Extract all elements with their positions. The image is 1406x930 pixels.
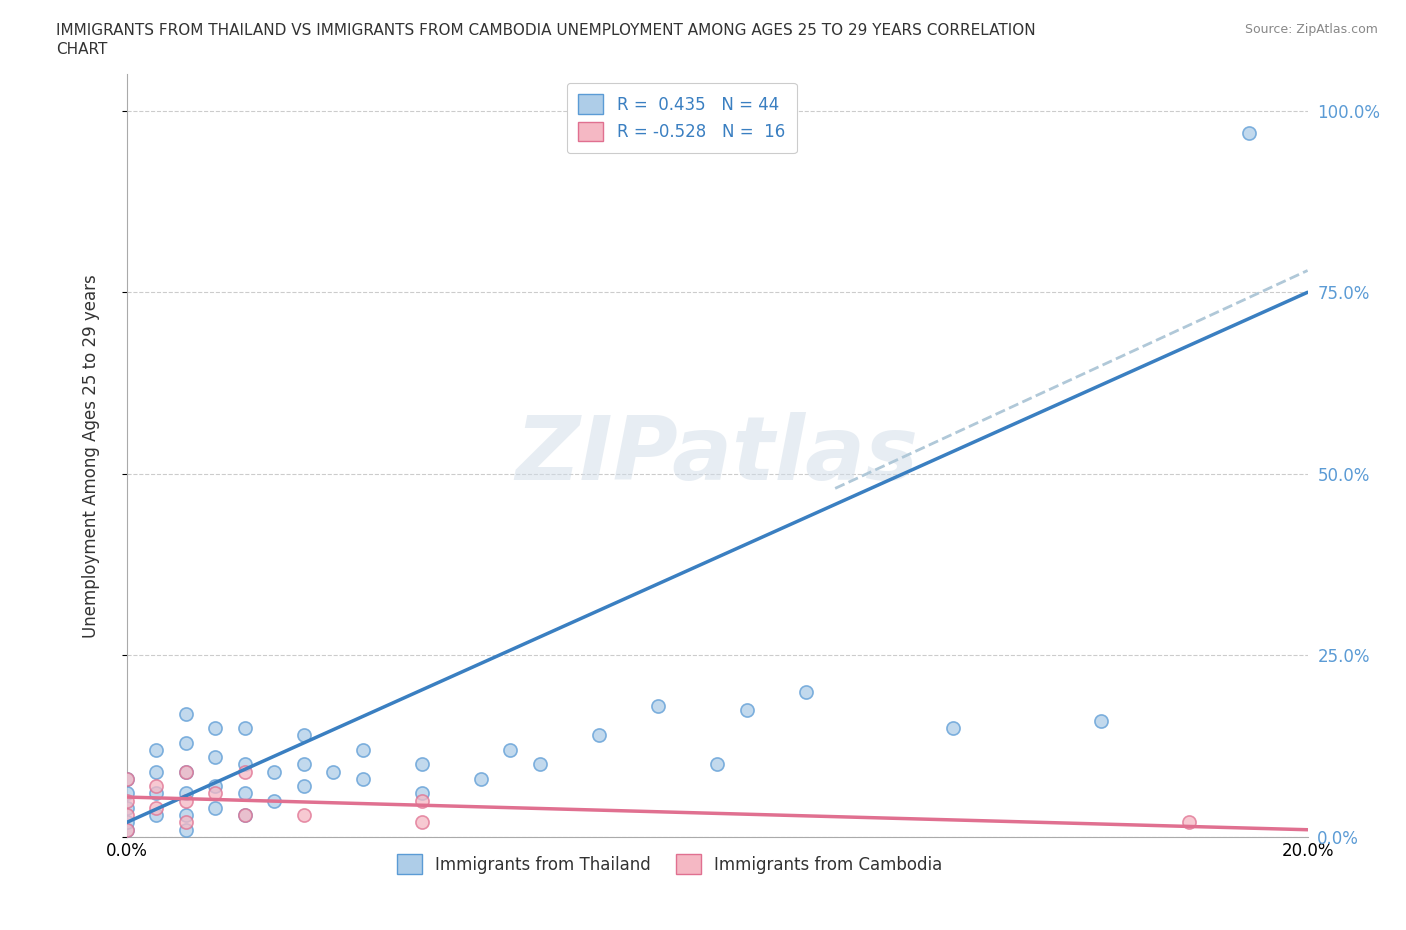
Point xyxy=(292,728,315,743)
Point xyxy=(233,808,256,823)
Point xyxy=(115,815,138,830)
Point xyxy=(174,764,197,779)
Point xyxy=(115,801,138,816)
Point xyxy=(115,822,138,837)
Point xyxy=(1178,815,1201,830)
Point xyxy=(322,764,344,779)
Point xyxy=(233,764,256,779)
Point xyxy=(470,772,492,787)
Point xyxy=(174,815,197,830)
Point xyxy=(174,706,197,721)
Point xyxy=(233,721,256,736)
Point xyxy=(115,772,138,787)
Point xyxy=(145,764,167,779)
Point xyxy=(115,808,138,823)
Point xyxy=(115,822,138,837)
Point xyxy=(735,702,758,717)
Point xyxy=(233,757,256,772)
Legend: Immigrants from Thailand, Immigrants from Cambodia: Immigrants from Thailand, Immigrants fro… xyxy=(388,846,950,882)
Point xyxy=(588,728,610,743)
Point xyxy=(174,808,197,823)
Point xyxy=(204,750,226,764)
Point xyxy=(942,721,965,736)
Point xyxy=(174,786,197,801)
Point xyxy=(411,757,433,772)
Point xyxy=(174,735,197,750)
Point xyxy=(292,808,315,823)
Point xyxy=(411,793,433,808)
Point xyxy=(115,793,138,808)
Point xyxy=(145,808,167,823)
Point xyxy=(233,808,256,823)
Point xyxy=(204,786,226,801)
Point xyxy=(647,698,669,713)
Point xyxy=(529,757,551,772)
Point xyxy=(706,757,728,772)
Point xyxy=(115,772,138,787)
Text: ZIPatlas: ZIPatlas xyxy=(516,412,918,499)
Point xyxy=(145,786,167,801)
Text: IMMIGRANTS FROM THAILAND VS IMMIGRANTS FROM CAMBODIA UNEMPLOYMENT AMONG AGES 25 : IMMIGRANTS FROM THAILAND VS IMMIGRANTS F… xyxy=(56,23,1036,38)
Point xyxy=(352,742,374,757)
Point xyxy=(411,815,433,830)
Point xyxy=(174,793,197,808)
Point xyxy=(411,786,433,801)
Point xyxy=(204,778,226,793)
Point xyxy=(1090,713,1112,728)
Point xyxy=(1237,125,1260,140)
Point xyxy=(145,801,167,816)
Point xyxy=(145,742,167,757)
Point xyxy=(292,778,315,793)
Point xyxy=(352,772,374,787)
Text: Source: ZipAtlas.com: Source: ZipAtlas.com xyxy=(1244,23,1378,36)
Point xyxy=(263,793,285,808)
Point xyxy=(794,684,817,699)
Point xyxy=(145,778,167,793)
Text: CHART: CHART xyxy=(56,42,108,57)
Point xyxy=(204,801,226,816)
Point xyxy=(499,742,522,757)
Point xyxy=(174,822,197,837)
Point xyxy=(115,786,138,801)
Y-axis label: Unemployment Among Ages 25 to 29 years: Unemployment Among Ages 25 to 29 years xyxy=(82,273,100,638)
Point xyxy=(292,757,315,772)
Point xyxy=(263,764,285,779)
Point xyxy=(233,786,256,801)
Point xyxy=(174,764,197,779)
Point xyxy=(204,721,226,736)
